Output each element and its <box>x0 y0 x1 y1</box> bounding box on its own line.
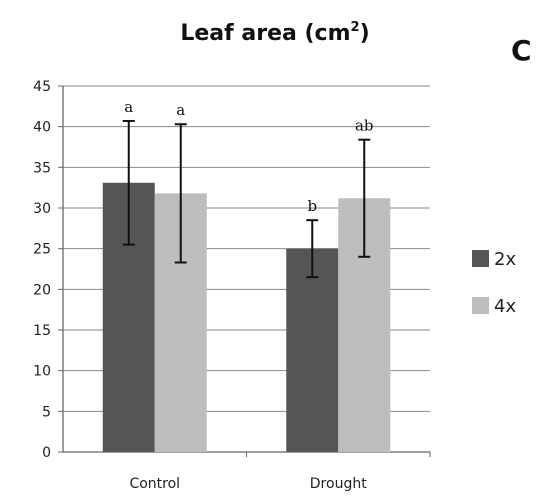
y-tick-label: 45 <box>33 79 51 95</box>
x-axis-categories: Control Drought <box>129 476 367 492</box>
legend-swatch-2x <box>472 250 489 267</box>
x-category-label: Drought <box>310 476 367 492</box>
y-tick-label: 5 <box>42 404 51 420</box>
y-tick-label: 30 <box>33 201 51 217</box>
y-tick-label: 20 <box>33 282 51 298</box>
y-tick-label: 40 <box>33 120 51 136</box>
bar-2x-drought <box>286 248 339 452</box>
y-tick-label: 0 <box>42 445 51 461</box>
significance-label: a <box>176 101 185 119</box>
y-axis-ticks: 0 5 10 15 20 25 30 35 40 45 <box>33 79 51 461</box>
legend-label: 2x <box>494 249 516 270</box>
y-tick-label: 35 <box>33 160 51 176</box>
y-tick-label: 25 <box>33 242 51 258</box>
significance-label: ab <box>355 117 374 135</box>
y-tick-label: 10 <box>33 364 51 380</box>
significance-label: b <box>307 197 317 215</box>
chart-title: Leaf area (cm2) <box>180 20 369 46</box>
panel-letter: C <box>511 34 532 67</box>
error-bars <box>122 119 371 279</box>
x-category-label: Control <box>129 476 180 492</box>
y-tick-label: 15 <box>33 323 51 339</box>
legend-label: 4x <box>494 296 516 317</box>
bars <box>102 182 391 453</box>
legend-swatch-4x <box>472 297 489 314</box>
significance-label: a <box>124 98 133 116</box>
legend: 2x 4x <box>472 249 516 317</box>
